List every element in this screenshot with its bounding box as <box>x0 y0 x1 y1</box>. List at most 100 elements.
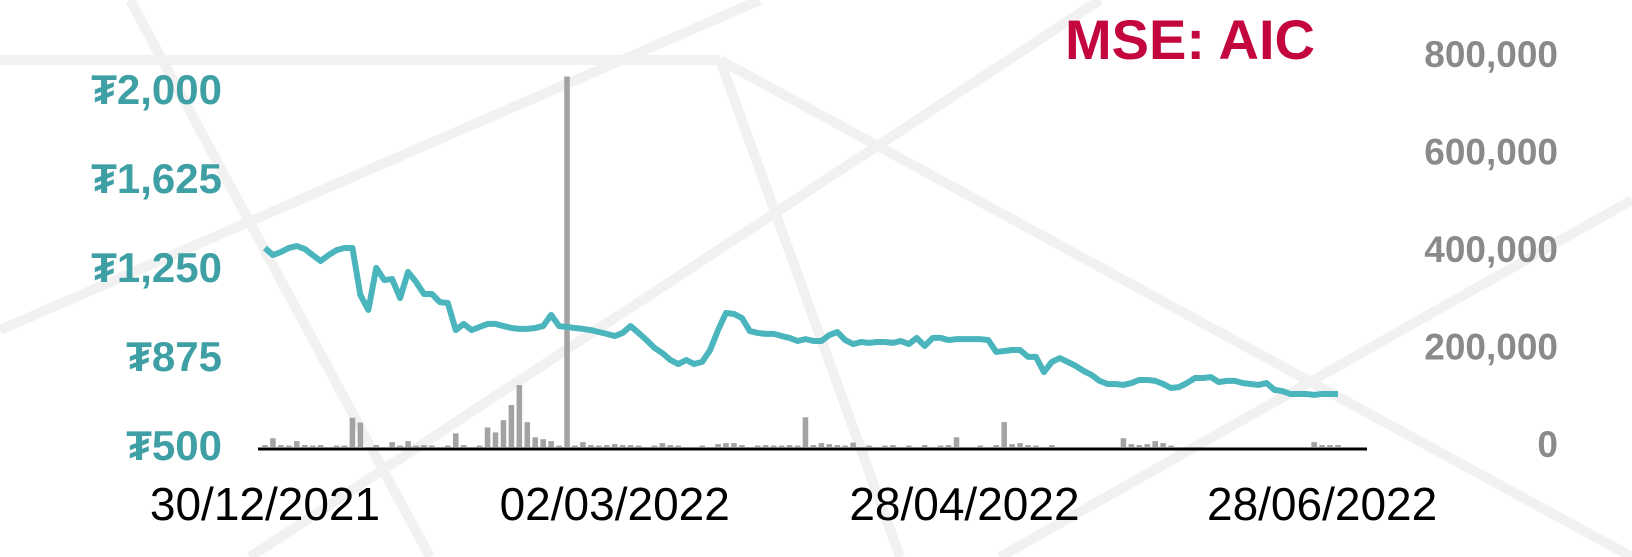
volume-bar <box>580 442 586 447</box>
volume-bar <box>1327 445 1333 447</box>
y2-tick-label: 800,000 <box>1424 34 1558 75</box>
volume-bar <box>357 422 364 447</box>
volume-bar <box>786 445 793 447</box>
x-tick-label: 02/03/2022 <box>500 478 730 530</box>
volume-bar <box>405 441 411 447</box>
volume-bar <box>715 444 721 447</box>
chart-title: MSE: AIC <box>1065 8 1315 71</box>
volume-bar <box>699 445 705 447</box>
volume-bar <box>286 445 292 447</box>
volume-bar <box>294 441 300 447</box>
volume-bar <box>460 445 467 447</box>
volume-bar <box>611 444 618 447</box>
volume-bar <box>675 445 682 447</box>
volume-bar <box>1033 445 1039 447</box>
volume-bar <box>993 445 1000 447</box>
volume-bar <box>906 445 912 447</box>
volume-bar <box>762 445 769 447</box>
y2-tick-label: 200,000 <box>1424 326 1558 367</box>
volume-bar <box>890 445 896 447</box>
volume-bar <box>619 445 626 447</box>
volume-bar <box>262 445 268 447</box>
volume-bar <box>421 445 427 447</box>
volume-bar <box>516 385 523 447</box>
volume-bar <box>500 420 507 447</box>
volume-bar <box>476 445 483 447</box>
volume-bar <box>635 445 642 447</box>
volume-bar <box>1017 443 1023 447</box>
y2-tick-label: 400,000 <box>1424 229 1558 270</box>
volume-bar <box>882 445 888 447</box>
volume-bar <box>572 445 578 447</box>
y-tick-label: ₮1,250 <box>91 244 222 291</box>
volume-bar <box>802 417 809 447</box>
volume-bar <box>492 432 499 447</box>
volume-bar <box>317 445 324 447</box>
volume-bar <box>659 443 666 447</box>
volume-bar <box>794 445 801 447</box>
volume-bar <box>755 445 761 447</box>
volume-bar <box>429 445 435 447</box>
volume-bar <box>739 445 745 447</box>
volume-bar <box>588 445 594 447</box>
volume-bar <box>603 445 610 447</box>
volume-bar <box>1160 443 1166 447</box>
volume-bar <box>1009 444 1015 447</box>
volume-bar <box>548 441 554 447</box>
volume-bar <box>834 445 841 447</box>
volume-bar <box>508 405 515 447</box>
volume-bar <box>977 445 984 447</box>
volume-bar <box>1152 441 1158 447</box>
y-tick-label: ₮2,000 <box>91 66 222 113</box>
volume-bar <box>532 437 539 447</box>
volume-bar <box>778 445 785 447</box>
y2-tick-label: 0 <box>1537 424 1558 465</box>
volume-bar <box>596 445 602 447</box>
volume-bar <box>921 445 928 447</box>
volume-bar <box>349 417 356 447</box>
volume-bar <box>1168 445 1174 447</box>
volume-bar <box>826 444 833 447</box>
volume-bar <box>556 445 562 447</box>
y-tick-label: ₮875 <box>126 333 222 380</box>
volume-bar <box>564 76 570 447</box>
volume-bar <box>953 437 960 447</box>
volume-bar <box>524 422 531 447</box>
volume-bar <box>850 442 856 447</box>
volume-bar <box>341 445 348 447</box>
volume-bar <box>389 442 395 447</box>
volume-bar <box>1001 422 1007 447</box>
x-tick-label: 28/06/2022 <box>1207 478 1437 530</box>
volume-bar <box>413 445 419 447</box>
volume-bar <box>1049 445 1055 447</box>
volume-bar <box>1144 444 1151 447</box>
volume-bar <box>452 433 459 447</box>
volume-bar <box>445 445 451 447</box>
volume-bar <box>770 445 777 447</box>
volume-bar <box>309 445 316 447</box>
volume-bar <box>937 445 944 447</box>
volume-bar <box>301 445 308 447</box>
volume-bar <box>1136 445 1143 447</box>
volume-bar <box>373 445 380 447</box>
volume-bar <box>627 445 634 447</box>
volume-bar <box>333 445 340 447</box>
volume-bar <box>1311 442 1317 447</box>
volume-bar <box>1319 445 1325 447</box>
x-tick-label: 30/12/2021 <box>150 478 380 530</box>
volume-bar <box>540 439 546 447</box>
volume-bar <box>731 443 737 447</box>
volume-bar <box>484 427 491 447</box>
volume-bar <box>818 443 825 447</box>
x-tick-label: 28/04/2022 <box>849 478 1079 530</box>
volume-bar <box>270 438 276 447</box>
volume-bar <box>945 445 952 447</box>
volume-bar <box>667 445 674 447</box>
volume-bar <box>866 445 872 447</box>
volume-bar <box>1335 445 1341 447</box>
y2-tick-label: 600,000 <box>1424 131 1558 172</box>
volume-bar <box>1025 445 1031 447</box>
volume-bar <box>810 445 817 447</box>
y-tick-label: ₮500 <box>126 422 222 469</box>
